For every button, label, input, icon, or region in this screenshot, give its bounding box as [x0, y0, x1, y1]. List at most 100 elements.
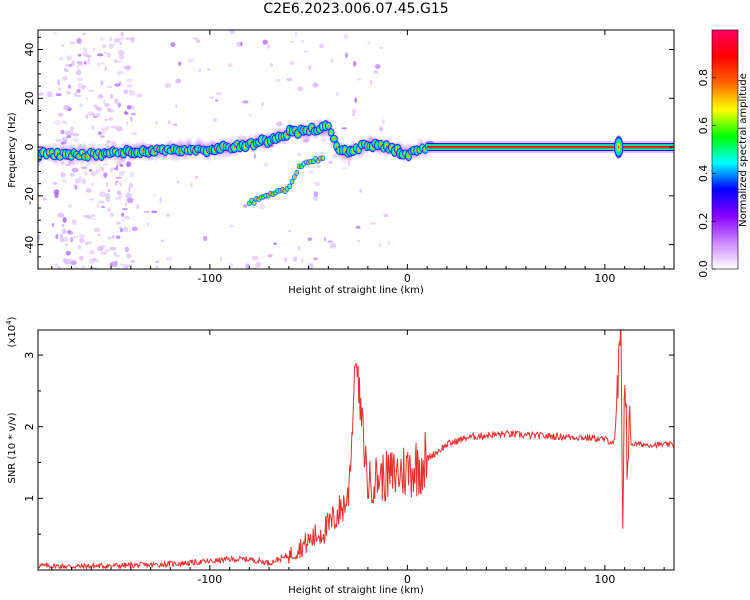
noise-point: [107, 189, 111, 193]
noise-point: [61, 120, 68, 125]
noise-point: [176, 180, 180, 184]
x-tick-label: -100: [197, 573, 222, 586]
noise-point: [213, 117, 217, 123]
noise-point: [61, 44, 64, 48]
noise-point: [78, 40, 82, 45]
noise-point: [103, 163, 109, 166]
noise-point: [345, 52, 348, 58]
noise-point: [110, 212, 114, 218]
noise-point: [379, 46, 384, 50]
branch-blob: [294, 169, 300, 176]
noise-point: [91, 125, 94, 130]
noise-point: [312, 82, 319, 88]
noise-point: [122, 219, 125, 222]
noise-point: [190, 182, 193, 188]
noise-point: [267, 253, 273, 258]
noise-point: [123, 216, 131, 220]
noise-point: [108, 117, 114, 121]
noise-point: [55, 138, 62, 142]
snr-scale-label: (x104): [5, 316, 18, 347]
noise-point: [387, 240, 391, 246]
noise-point: [65, 164, 70, 167]
noise-point: [88, 168, 93, 172]
noise-point: [117, 49, 125, 56]
noise-point: [261, 101, 264, 107]
noise-point: [72, 184, 78, 189]
noise-point: [85, 113, 89, 119]
noise-point: [76, 77, 84, 81]
noise-point: [215, 92, 222, 95]
noise-point: [125, 65, 131, 69]
noise-point: [187, 58, 195, 63]
noise-point: [297, 86, 304, 92]
noise-point: [129, 171, 135, 178]
noise-point: [92, 47, 96, 53]
noise-point: [131, 132, 138, 135]
y-tick-label: -20: [23, 187, 36, 205]
noise-point: [75, 69, 82, 76]
noise-point: [116, 190, 122, 195]
noise-point: [219, 256, 222, 262]
colorbar-tick-label: 0.6: [697, 117, 710, 135]
noise-point: [65, 106, 68, 112]
spectrogram-panel: -100 0 100 -40 -20 0 20 40 Height of straight l…: [7, 29, 675, 296]
noise-point: [92, 115, 98, 119]
noise-point: [115, 176, 123, 179]
noise-point: [113, 167, 117, 170]
noise-point: [115, 254, 121, 258]
noise-point: [109, 262, 113, 268]
noise-point: [369, 80, 373, 85]
noise-point: [357, 239, 361, 243]
noise-point: [120, 31, 124, 38]
noise-point: [97, 107, 102, 111]
noise-point: [124, 178, 128, 182]
noise-point: [46, 91, 53, 98]
noise-point: [355, 225, 361, 229]
noise-point: [115, 259, 118, 264]
x-tick-label: 0: [404, 272, 411, 285]
noise-point: [229, 30, 235, 35]
noise-point: [78, 255, 84, 261]
noise-point: [209, 96, 215, 99]
noise-point: [54, 119, 61, 126]
noise-point: [114, 180, 118, 186]
noise-point: [76, 60, 82, 65]
noise-point: [57, 212, 65, 218]
noise-point: [202, 235, 208, 242]
noise-point: [61, 136, 69, 142]
noise-point: [155, 121, 158, 125]
noise-point: [97, 93, 104, 99]
noise-point: [109, 36, 113, 42]
noise-point: [42, 197, 48, 201]
spectrogram-frame: [37, 29, 675, 270]
snr-x-label: Height of straight line (km): [288, 585, 424, 596]
noise-point: [124, 37, 132, 41]
noise-point: [74, 91, 78, 97]
noise-point: [88, 89, 95, 92]
noise-point: [286, 77, 293, 82]
noise-point: [296, 152, 302, 157]
noise-point: [94, 260, 100, 263]
noise-point: [128, 186, 131, 193]
noise-point: [250, 266, 258, 269]
noise-point: [314, 181, 321, 187]
x-tick-label: 100: [594, 573, 615, 586]
noise-point: [290, 40, 296, 44]
noise-point: [90, 217, 96, 220]
noise-point: [103, 99, 106, 104]
noise-point: [60, 129, 65, 135]
noise-point: [118, 54, 125, 60]
noise-point: [123, 226, 129, 233]
noise-point: [116, 180, 120, 183]
noise-point: [300, 39, 305, 44]
noise-point: [80, 166, 88, 169]
noise-point: [78, 53, 82, 57]
noise-point: [64, 130, 70, 136]
noise-point: [143, 210, 150, 213]
noise-point: [115, 126, 123, 132]
noise-point: [112, 234, 115, 239]
noise-point: [228, 263, 234, 267]
noise-point: [253, 153, 256, 159]
noise-point: [351, 113, 356, 117]
noise-point: [61, 228, 67, 234]
